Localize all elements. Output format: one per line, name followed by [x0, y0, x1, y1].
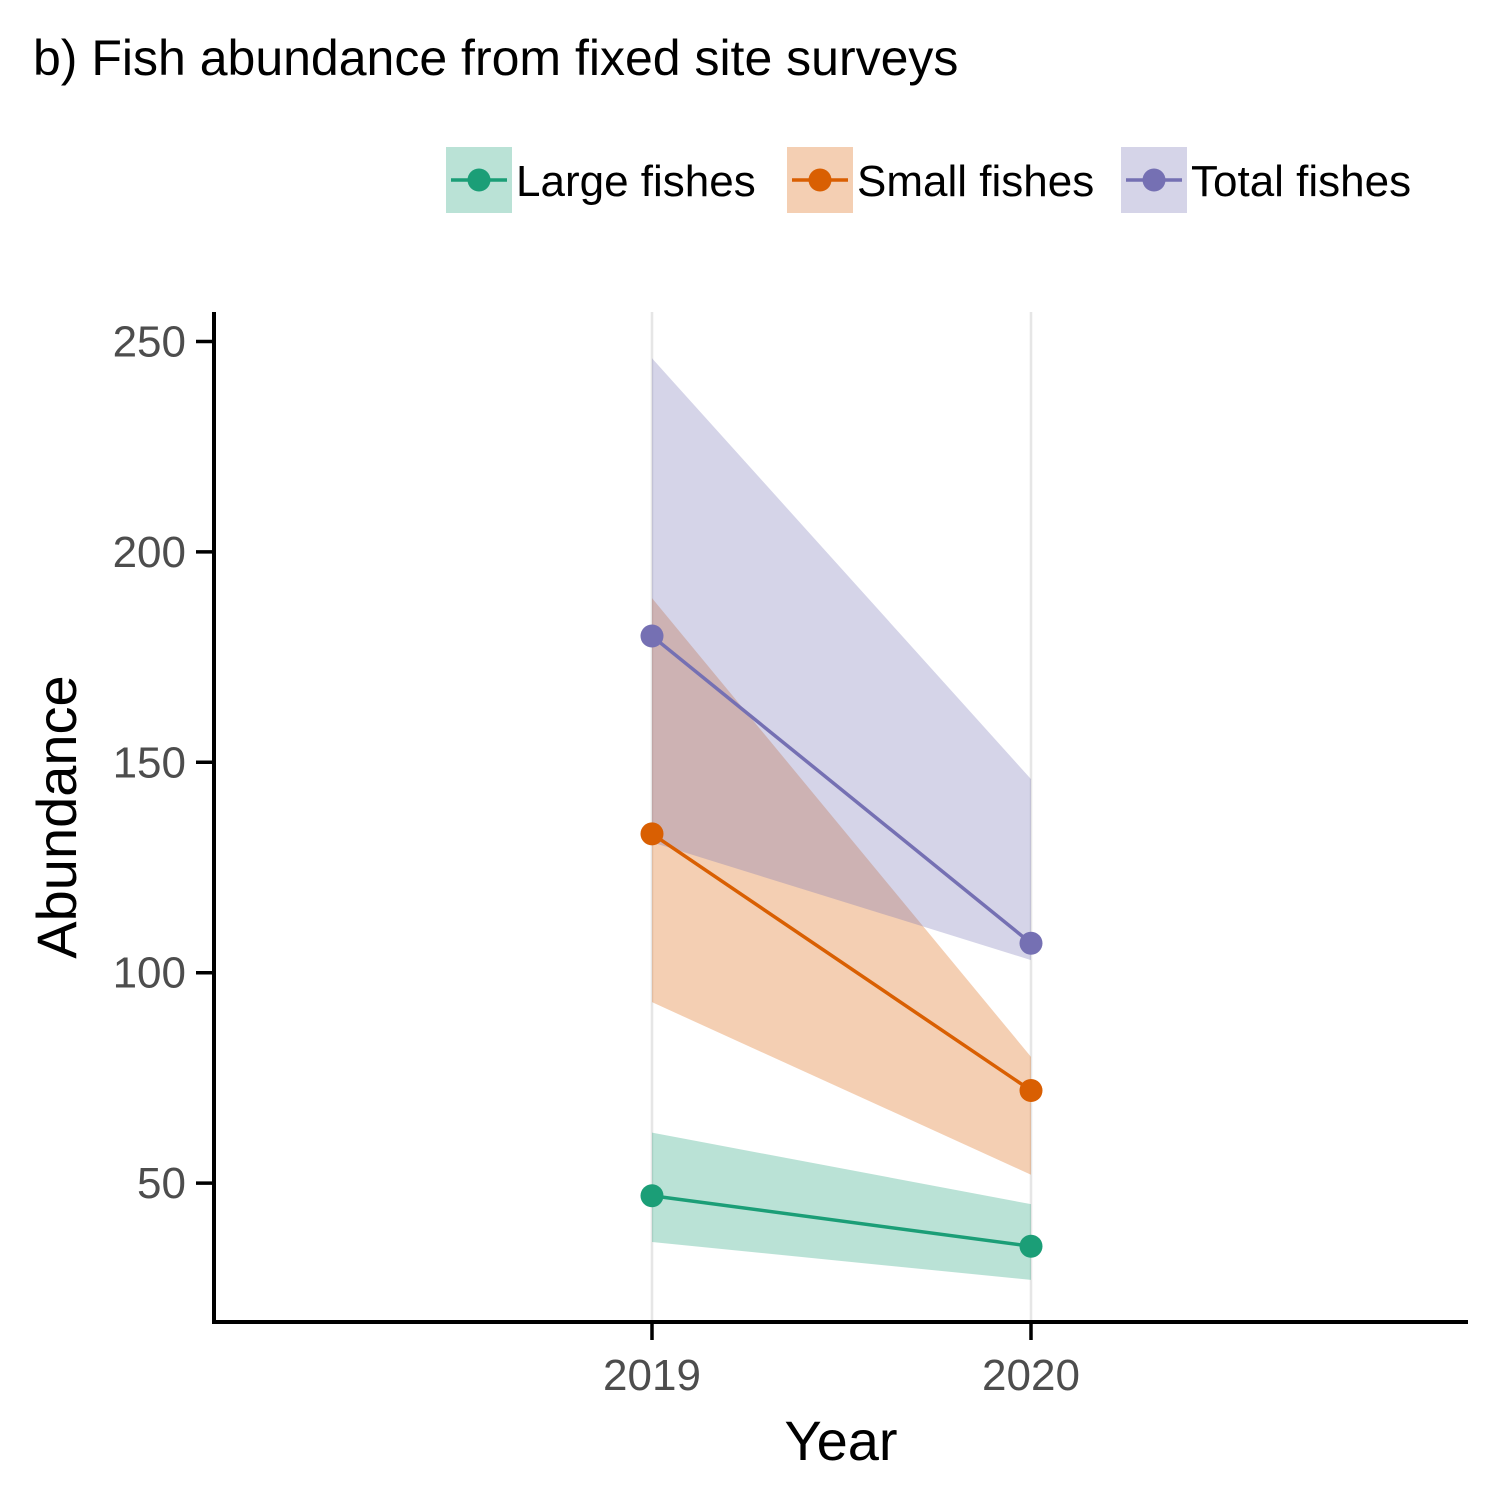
- chart-title: b) Fish abundance from fixed site survey…: [33, 30, 958, 86]
- total-fishes-point-2020: [1019, 931, 1043, 955]
- legend-item-small-fishes: Small fishes: [787, 147, 1094, 213]
- small-fishes-point-2019: [640, 822, 664, 846]
- y-tick-label-150: 150: [113, 738, 186, 787]
- small-fishes-ribbon: [652, 598, 1031, 1175]
- legend-key-point-large-fishes: [467, 168, 491, 192]
- total-fishes-point-2019: [640, 624, 664, 648]
- confidence-ribbons: [652, 358, 1031, 1280]
- legend-label-large-fishes: Large fishes: [516, 157, 756, 206]
- large-fishes-line: [651, 1194, 1032, 1248]
- gridlines: [650, 312, 1033, 1322]
- y-tick-label-250: 250: [113, 317, 186, 366]
- small-fishes-point-2020: [1019, 1079, 1043, 1103]
- y-tick-label-100: 100: [113, 949, 186, 998]
- legend-label-small-fishes: Small fishes: [857, 157, 1094, 206]
- y-tick-label-50: 50: [137, 1159, 186, 1208]
- large-fishes-point-2020: [1019, 1234, 1043, 1258]
- small-fishes-line: [651, 832, 1032, 1092]
- legend: Large fishes Small fishes Total fishes: [446, 147, 1411, 213]
- x-axis-title: Year: [784, 1409, 897, 1472]
- legend-key-point-total-fishes: [1142, 168, 1166, 192]
- x-tick-label-2019: 2019: [603, 1351, 701, 1400]
- x-tick-label-2020: 2020: [982, 1351, 1080, 1400]
- legend-key-point-small-fishes: [808, 168, 832, 192]
- legend-item-total-fishes: Total fishes: [1121, 147, 1411, 213]
- total-fishes-line: [650, 634, 1033, 945]
- large-fishes-point-2019: [640, 1184, 664, 1208]
- y-axis-title: Abundance: [25, 675, 88, 958]
- y-axis-ticks: 50 100 150 200 250: [113, 317, 214, 1208]
- x-axis-ticks: 2019 2020: [603, 1322, 1080, 1400]
- series-lines: [650, 634, 1033, 1248]
- legend-label-total-fishes: Total fishes: [1191, 157, 1411, 206]
- large-fishes-ribbon: [652, 1132, 1031, 1280]
- series-points: [640, 624, 1043, 1258]
- total-fishes-ribbon: [652, 358, 1031, 961]
- y-tick-label-200: 200: [113, 528, 186, 577]
- legend-item-large-fishes: Large fishes: [446, 147, 756, 213]
